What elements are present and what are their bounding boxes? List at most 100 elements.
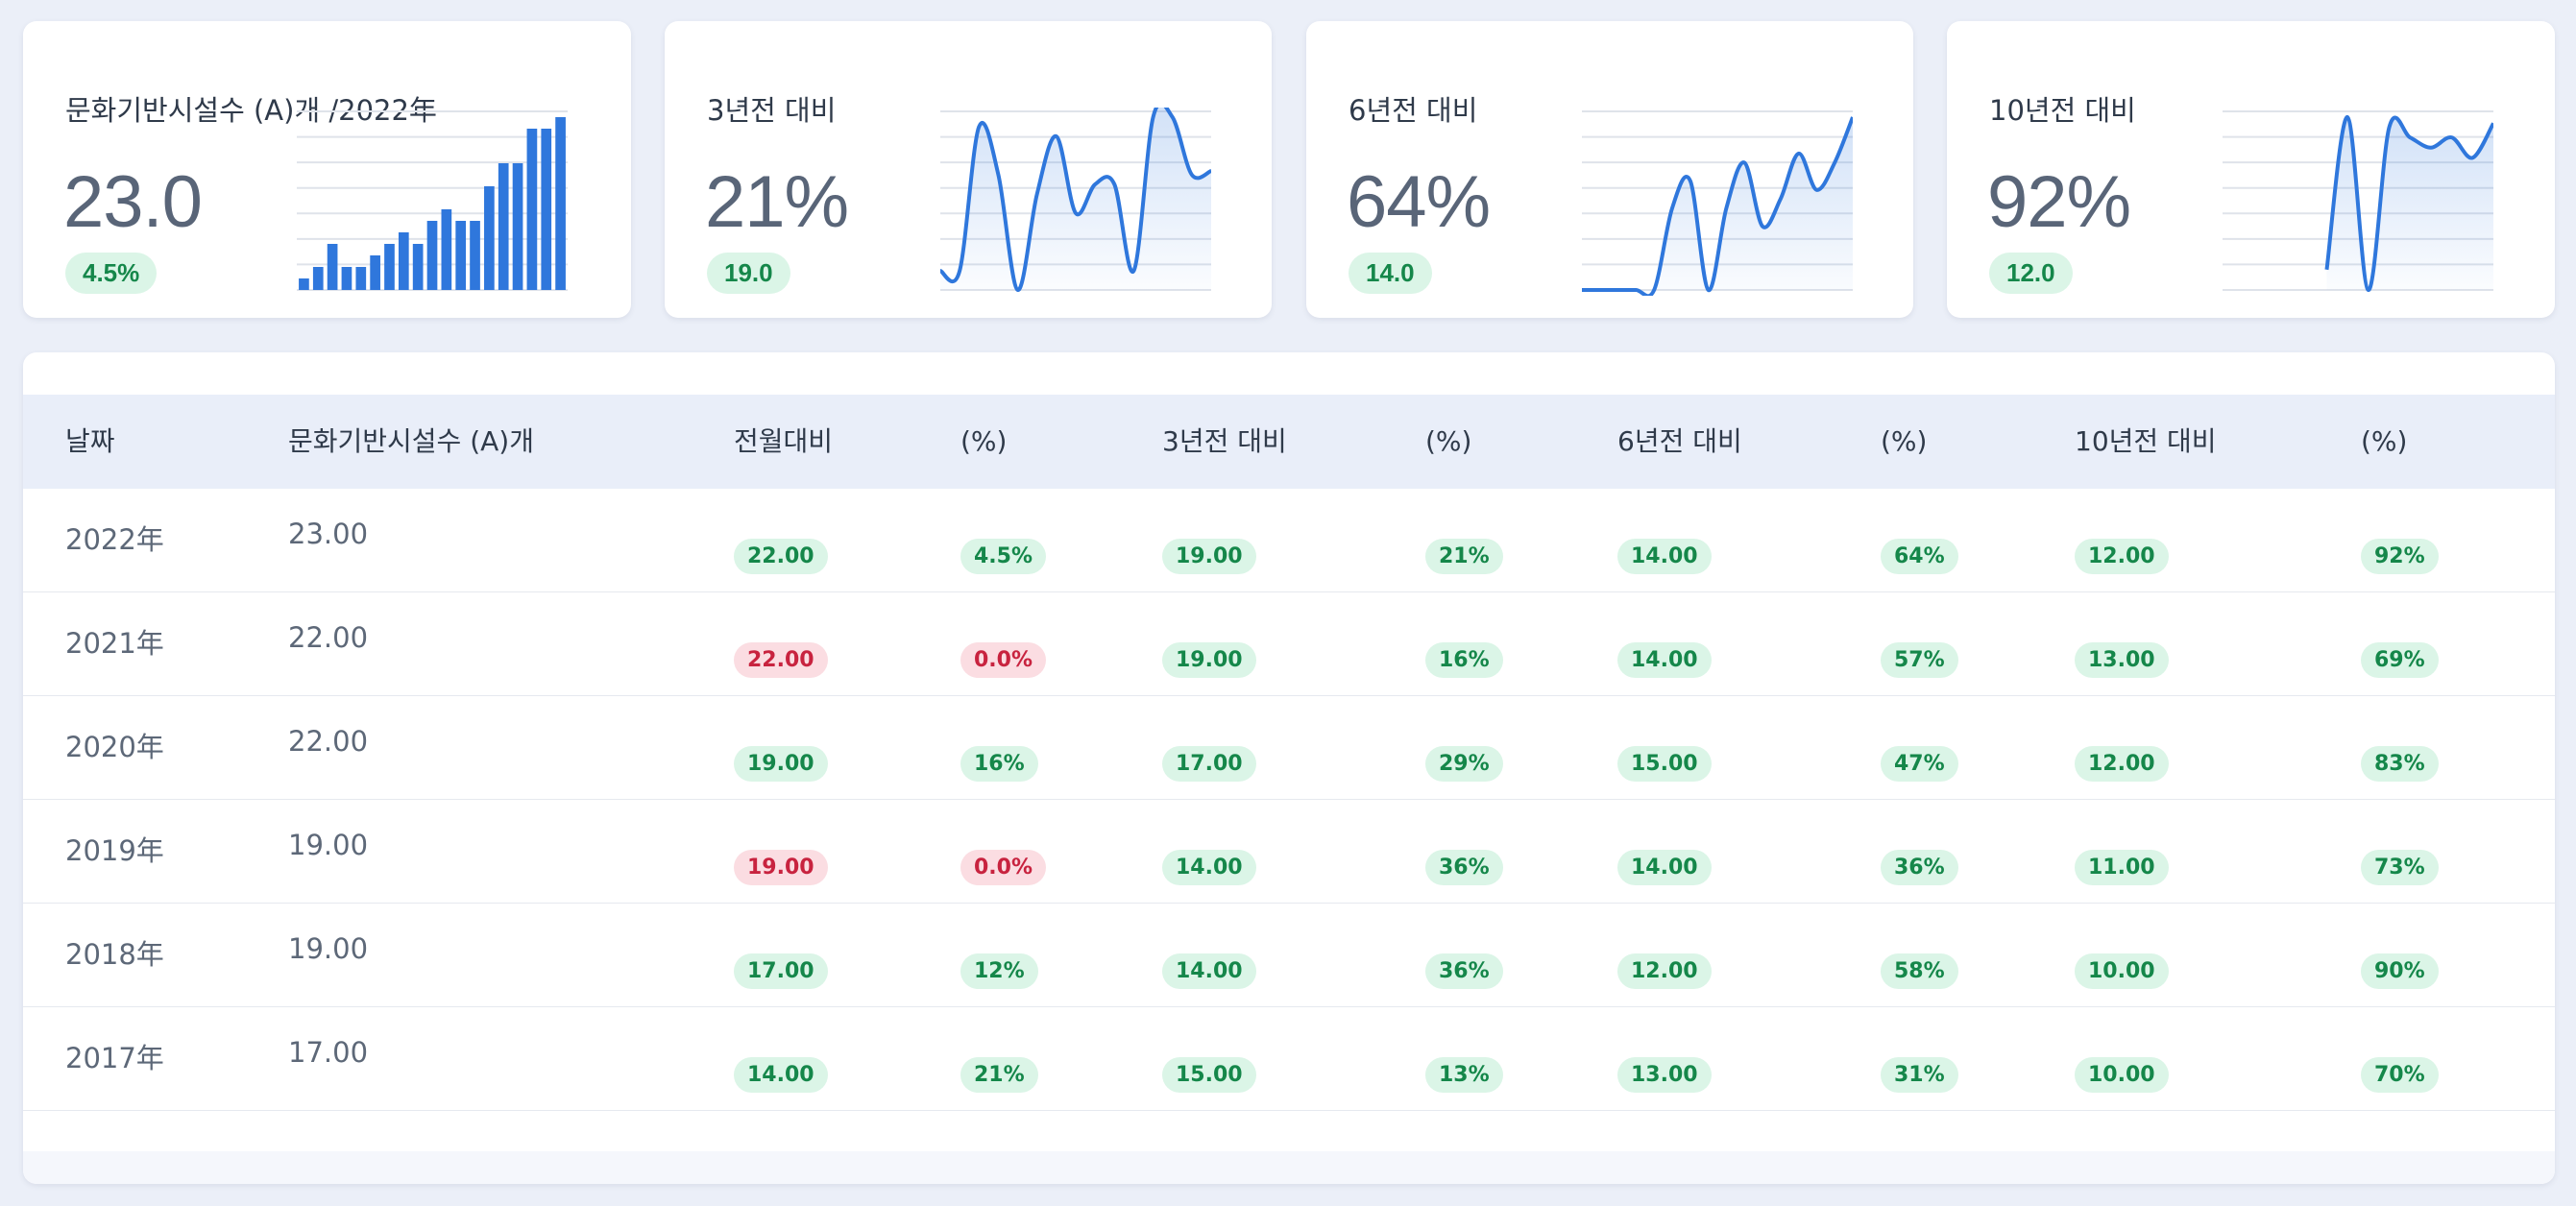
change-badge: 10.00 <box>2075 1057 2169 1093</box>
change-badge: 36% <box>1425 850 1503 885</box>
change-badge: 16% <box>960 746 1038 782</box>
column-header-10y-pct[interactable]: (%) <box>2361 425 2408 457</box>
cell-value: 19.00 <box>288 829 369 861</box>
change-badge: 14.00 <box>1617 539 1712 574</box>
sparkline-line <box>2324 114 2493 293</box>
table-row[interactable]: 2020年 22.00 19.00 16% 17.00 29% 15.00 47% 12.00 8… <box>23 696 2555 800</box>
bar <box>441 209 452 290</box>
change-badge: 90% <box>2361 953 2439 989</box>
table-row[interactable]: 2022年 23.00 22.00 4.5% 19.00 21% 14.00 64% 12.00… <box>23 489 2555 592</box>
change-badge: 21% <box>1425 539 1503 574</box>
stat-card-total: 문화기반시설수 (A)개 /2022年 23.0 4.5% <box>23 21 631 318</box>
bar <box>355 267 367 290</box>
change-badge: 4.5% <box>960 539 1047 574</box>
column-header-6y[interactable]: 6년전 대비 <box>1617 425 1742 457</box>
change-badge: 0.0% <box>960 642 1047 678</box>
change-badge: 19.00 <box>734 746 828 782</box>
change-badge: 10.00 <box>2075 953 2169 989</box>
stat-card-6y: 6년전 대비 64% 14.0 <box>1306 21 1913 318</box>
data-table: 날짜 문화기반시설수 (A)개 전월대비 (%) 3년전 대비 (%) 6년전 … <box>23 352 2555 1184</box>
change-badge: 12.00 <box>2075 539 2169 574</box>
change-badge: 0.0% <box>960 850 1047 885</box>
change-badge: 92% <box>2361 539 2439 574</box>
change-badge: 73% <box>2361 850 2439 885</box>
bar <box>327 244 338 290</box>
bar <box>484 186 495 290</box>
cell-date: 2017年 <box>65 1042 164 1074</box>
bar <box>526 129 538 290</box>
stat-badge: 14.0 <box>1349 253 1432 294</box>
stat-badge: 12.0 <box>1989 253 2073 294</box>
change-badge: 14.00 <box>1162 953 1256 989</box>
cell-value: 17.00 <box>288 1036 369 1069</box>
stat-card-3y: 3년전 대비 21% 19.0 <box>665 21 1272 318</box>
stat-value: 21% <box>705 161 849 243</box>
sparkline-area <box>940 108 1211 291</box>
cell-value: 22.00 <box>288 725 369 758</box>
table-row[interactable]: 2017年 17.00 14.00 21% 15.00 13% 13.00 31% 10.00 7… <box>23 1007 2555 1111</box>
bar <box>370 255 380 290</box>
change-badge: 15.00 <box>1617 746 1712 782</box>
column-header-value[interactable]: 문화기반시설수 (A)개 <box>288 425 534 457</box>
change-badge: 64% <box>1881 539 1958 574</box>
change-badge: 12% <box>960 953 1038 989</box>
change-badge: 16% <box>1425 642 1503 678</box>
change-badge: 13.00 <box>1617 1057 1712 1093</box>
cell-date: 2019年 <box>65 834 164 867</box>
cell-date: 2020年 <box>65 731 164 763</box>
table-row[interactable]: 2021年 22.00 22.00 0.0% 19.00 16% 14.00 57% 13.00… <box>23 592 2555 696</box>
change-badge: 47% <box>1881 746 1958 782</box>
bar <box>541 129 552 290</box>
stat-card-10y: 10년전 대비 92% 12.0 <box>1947 21 2555 318</box>
sparkline-line <box>1582 116 1853 296</box>
column-header-mom[interactable]: 전월대비 <box>734 425 834 457</box>
change-badge: 14.00 <box>1162 850 1256 885</box>
column-header-10y[interactable]: 10년전 대비 <box>2075 425 2217 457</box>
bar <box>512 163 523 290</box>
stat-value: 23.0 <box>63 161 203 243</box>
bar <box>455 221 467 290</box>
bar <box>398 232 409 290</box>
stat-title: 6년전 대비 <box>1349 94 1478 127</box>
change-badge: 19.00 <box>734 850 828 885</box>
change-badge: 17.00 <box>1162 746 1256 782</box>
column-header-mom-pct[interactable]: (%) <box>960 425 1008 457</box>
bar <box>341 267 352 290</box>
bar <box>299 278 309 290</box>
change-badge: 13.00 <box>2075 642 2169 678</box>
sparkline-line <box>940 108 1211 293</box>
stat-badge: 19.0 <box>707 253 790 294</box>
change-badge: 83% <box>2361 746 2439 782</box>
change-badge: 36% <box>1425 953 1503 989</box>
table-row[interactable]: 2019年 19.00 19.00 0.0% 14.00 36% 14.00 36% 11.00… <box>23 800 2555 904</box>
change-badge: 57% <box>1881 642 1958 678</box>
stat-value: 64% <box>1347 161 1491 243</box>
stat-title: 3년전 대비 <box>707 94 837 127</box>
bar <box>555 117 566 290</box>
column-header-3y-pct[interactable]: (%) <box>1425 425 1472 457</box>
change-badge: 15.00 <box>1162 1057 1256 1093</box>
change-badge: 12.00 <box>1617 953 1712 989</box>
change-badge: 58% <box>1881 953 1958 989</box>
column-header-date[interactable]: 날짜 <box>65 425 115 457</box>
change-badge: 14.00 <box>1617 642 1712 678</box>
column-header-6y-pct[interactable]: (%) <box>1881 425 1928 457</box>
bar <box>426 221 438 290</box>
stat-value: 92% <box>1987 161 2131 243</box>
table-footer <box>23 1151 2555 1184</box>
change-badge: 19.00 <box>1162 642 1256 678</box>
sparkline-chart <box>2223 110 2493 293</box>
change-badge: 14.00 <box>734 1057 828 1093</box>
change-badge: 29% <box>1425 746 1503 782</box>
stat-title: 10년전 대비 <box>1989 94 2136 127</box>
cell-date: 2018年 <box>65 938 164 971</box>
bar <box>312 267 324 290</box>
change-badge: 70% <box>2361 1057 2439 1093</box>
table-row[interactable]: 2018年 19.00 17.00 12% 14.00 36% 12.00 58% 10.00 9… <box>23 904 2555 1007</box>
change-badge: 36% <box>1881 850 1958 885</box>
sparkline-chart <box>1582 110 1853 296</box>
change-badge: 11.00 <box>2075 850 2169 885</box>
column-header-3y[interactable]: 3년전 대비 <box>1162 425 1287 457</box>
change-badge: 12.00 <box>2075 746 2169 782</box>
change-badge: 21% <box>960 1057 1038 1093</box>
